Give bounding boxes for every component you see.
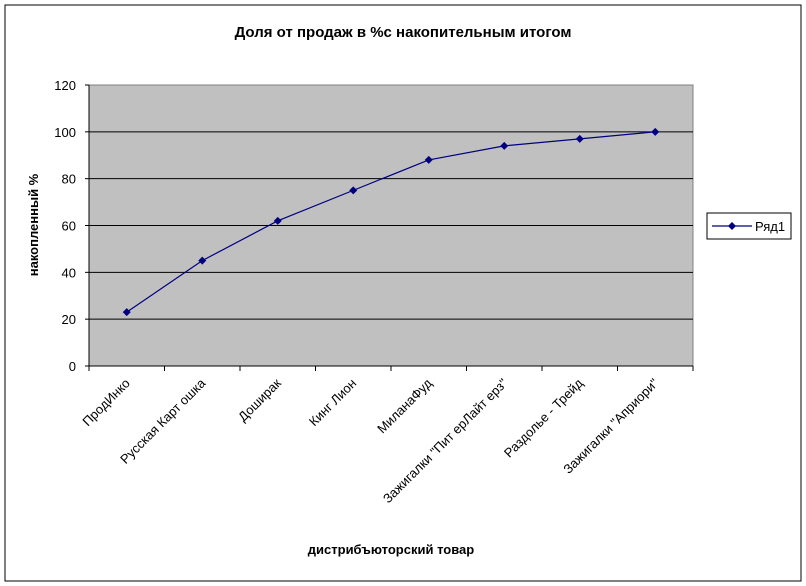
series-group [122,127,660,317]
y-tick-label: 120 [54,78,76,93]
legend: Ряд1 [706,212,792,240]
legend-label: Ряд1 [755,219,785,234]
data-point [349,186,358,195]
y-tick-label: 80 [62,172,76,187]
y-tick-label: 40 [62,265,76,280]
series-line [126,131,656,313]
y-tick-labels: 0 20 40 60 80 100 120 [54,78,76,374]
chart-title: Доля от продаж в %с накопительным итогом [235,24,572,41]
y-tick-label: 0 [69,359,76,374]
data-point [651,127,660,136]
y-tick-label: 100 [54,125,76,140]
data-point [273,216,282,225]
axes [85,84,694,371]
y-tick-label: 20 [62,312,76,327]
gridlines [89,131,693,320]
data-point [500,141,509,150]
x-axis-title: дистрибъюторский товар [308,542,474,557]
legend-marker [728,222,736,230]
data-point [424,155,433,164]
y-axis-title: накопленный % [26,173,41,276]
data-point [575,134,584,143]
data-point [198,256,207,265]
y-tick-label: 60 [62,219,76,234]
data-point [122,308,131,317]
